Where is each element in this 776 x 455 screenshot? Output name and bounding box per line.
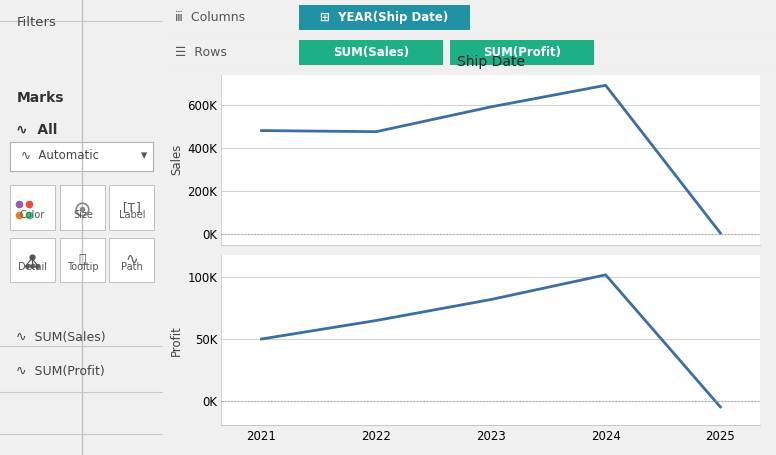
Text: Detail: Detail bbox=[18, 262, 47, 272]
Text: ⊞  YEAR(Ship Date): ⊞ YEAR(Ship Date) bbox=[320, 11, 449, 24]
Text: ∿  Automatic: ∿ Automatic bbox=[21, 149, 99, 162]
Text: SUM(Profit): SUM(Profit) bbox=[483, 46, 561, 60]
Text: Tooltip: Tooltip bbox=[67, 262, 99, 272]
FancyBboxPatch shape bbox=[109, 238, 154, 282]
FancyBboxPatch shape bbox=[10, 185, 54, 230]
Text: Marks: Marks bbox=[16, 91, 64, 105]
Text: ∿: ∿ bbox=[125, 252, 138, 267]
Text: ∿  All: ∿ All bbox=[16, 123, 57, 137]
FancyBboxPatch shape bbox=[292, 5, 476, 30]
FancyBboxPatch shape bbox=[61, 185, 106, 230]
FancyBboxPatch shape bbox=[10, 142, 154, 171]
FancyBboxPatch shape bbox=[109, 185, 154, 230]
Text: Size: Size bbox=[73, 210, 93, 220]
Text: ☰  Rows: ☰ Rows bbox=[175, 46, 227, 59]
FancyBboxPatch shape bbox=[10, 238, 54, 282]
Text: ∿  SUM(Sales): ∿ SUM(Sales) bbox=[16, 331, 106, 344]
Text: ▾: ▾ bbox=[140, 149, 147, 162]
Text: Label: Label bbox=[119, 210, 145, 220]
FancyBboxPatch shape bbox=[293, 40, 449, 66]
Text: Path: Path bbox=[121, 262, 143, 272]
Title: Ship Date: Ship Date bbox=[457, 55, 525, 69]
Text: SUM(Sales): SUM(Sales) bbox=[333, 46, 409, 60]
Text: Filters: Filters bbox=[16, 16, 56, 29]
Text: 💬: 💬 bbox=[78, 253, 86, 266]
Y-axis label: Sales: Sales bbox=[170, 144, 183, 175]
FancyBboxPatch shape bbox=[445, 40, 600, 66]
Text: ∿  SUM(Profit): ∿ SUM(Profit) bbox=[16, 365, 105, 378]
Y-axis label: Profit: Profit bbox=[170, 325, 183, 356]
Text: Color: Color bbox=[19, 210, 45, 220]
Text: [T]: [T] bbox=[120, 202, 143, 214]
Text: ⅲ  Columns: ⅲ Columns bbox=[175, 11, 245, 24]
FancyBboxPatch shape bbox=[61, 238, 106, 282]
